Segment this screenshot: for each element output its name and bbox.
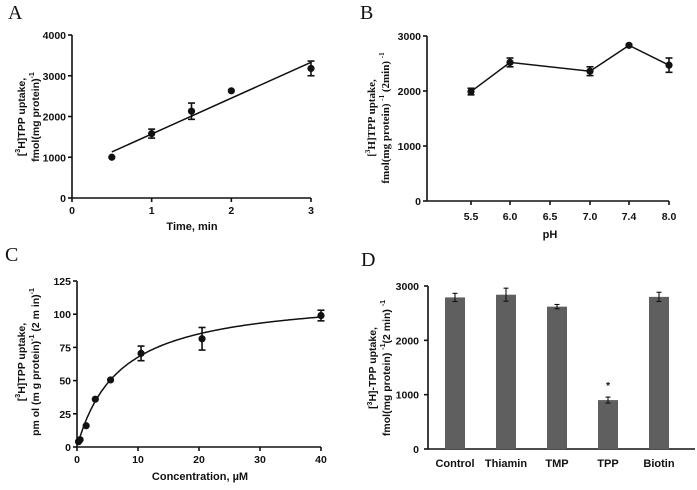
panel-a-fit-line	[111, 61, 312, 153]
panel-d-chart: [3H]-TPP uptake, fmol(mg protein) -1(2 m…	[367, 281, 695, 470]
panel-d-y-tick-label: 3000	[396, 281, 420, 293]
panel-d-category-label: Biotin	[643, 458, 674, 470]
panel-b-data-point	[586, 67, 594, 75]
panel-c-data-point	[198, 335, 206, 343]
panel-d-category-label: Thiamin	[485, 458, 527, 470]
panel-a-data-point	[148, 130, 156, 138]
panel-a-x-tick-label: 3	[308, 205, 314, 217]
panel-d-bar	[547, 306, 567, 449]
panel-letter-d: D	[361, 249, 375, 271]
panel-c-y-tick-label: 75	[59, 342, 71, 354]
panel-c-x-tick-label: 20	[193, 454, 205, 466]
panel-d-category-label: Control	[435, 458, 474, 470]
panel-a-y-tick-label: 1000	[43, 152, 67, 164]
panel-a-x-tick-label: 1	[149, 205, 155, 217]
panel-c-y-tick-label: 100	[53, 309, 71, 321]
panel-c-data-point	[91, 395, 99, 403]
panel-c-xlabel: Concentration, µM	[152, 471, 248, 483]
panel-b-x-tick-label: 6.0	[503, 211, 518, 223]
panel-c-x-tick-label: 40	[315, 454, 327, 466]
panel-a-data-point	[187, 107, 196, 115]
panel-b-data-point	[625, 41, 633, 49]
panel-d-bar	[649, 296, 669, 449]
panel-letter-b: B	[360, 2, 373, 24]
panel-c-y-tick-label: 25	[59, 409, 71, 421]
panel-a-data-point	[227, 87, 235, 95]
panel-c-x-tick-label: 10	[132, 454, 144, 466]
panel-c-x-tick-label: 30	[254, 454, 266, 466]
panel-c-y-tick-label: 50	[59, 376, 71, 388]
panel-a-ylabel-1: [3H]TPP uptake,	[15, 78, 28, 156]
panel-letter-a: A	[8, 2, 23, 24]
panel-c-y-tick-label: 0	[65, 442, 71, 454]
panel-a-y-tick-label: 4000	[43, 30, 67, 42]
panel-c-x-tick-label: 0	[74, 454, 80, 466]
panel-d-category-label: TMP	[545, 458, 568, 470]
panel-b-data-point	[467, 87, 475, 96]
panel-d-y-tick-label: 1000	[396, 390, 420, 402]
panel-b-chart: pH [3H]TPP uptake, fmol(mg protein) -1 (…	[364, 31, 676, 241]
panel-b-x-tick-label: 5.5	[464, 211, 479, 223]
panel-b-y-tick-label: 0	[415, 196, 421, 208]
panel-a-y-tick-label: 0	[60, 193, 66, 205]
panel-b-data-point	[665, 61, 673, 69]
panel-d-y-tick-label: 0	[413, 444, 419, 456]
panel-b-series-line	[470, 44, 670, 93]
panel-d-ylabel-2: fmol(mg protein) -1(2 min) -1	[380, 300, 393, 436]
panel-a-xlabel: Time, min	[166, 221, 217, 233]
panel-d-bar	[496, 294, 516, 449]
panel-b-x-tick-label: 6.5	[543, 211, 558, 223]
panel-b-y-tick-label: 3000	[398, 31, 422, 43]
panel-b-data-point	[506, 58, 514, 66]
panel-b-ylabel-1: [3H]TPP uptake,	[364, 79, 378, 157]
panel-b-x-tick-label: 7.0	[583, 211, 598, 223]
panel-c-ylabel-1: [3H]TPP uptake,	[15, 323, 28, 401]
panel-d-category-label: TPP	[597, 458, 618, 470]
panel-d-bar	[445, 297, 465, 449]
panel-c-chart: Concentration, µM [3H]TPP uptake, pm ol …	[15, 276, 327, 483]
panel-a-x-tick-label: 2	[228, 205, 234, 217]
panel-a-y-tick-label: 2000	[43, 112, 67, 124]
panel-a-ylabel-2: fmol(mg protein)-1	[29, 72, 42, 162]
panel-c-data-point	[106, 376, 115, 384]
panel-b-x-tick-label: 8.0	[662, 211, 677, 223]
panel-d-significance-marker: *	[606, 380, 611, 392]
panel-d-y-tick-label: 2000	[396, 335, 420, 347]
panel-c-data-point	[76, 436, 84, 444]
panel-a-y-tick-label: 3000	[43, 71, 67, 83]
panel-b-y-tick-label: 1000	[398, 141, 422, 153]
panel-c-data-point	[137, 349, 145, 357]
panel-d-ylabel-1: [3H]-TPP uptake,	[367, 327, 379, 409]
panel-c-y-tick-label: 125	[53, 276, 71, 288]
panel-letter-c: C	[5, 244, 18, 266]
panel-c-fit-curve	[76, 316, 322, 446]
panel-b-ylabel-2: fmol(mg protein) -1 (2min) -1	[378, 52, 392, 184]
panel-d-bar	[598, 400, 618, 449]
panel-a-data-point	[108, 153, 116, 161]
panel-b-xlabel: pH	[543, 229, 558, 241]
panel-c-ylabel-2: pm ol (m g protein)-1 (2 m in)-1	[29, 288, 42, 436]
panel-c-data-point	[317, 311, 325, 320]
panel-a-x-tick-label: 0	[69, 205, 75, 217]
panel-b-x-tick-label: 7.4	[622, 211, 637, 223]
panel-c-data-point	[82, 422, 90, 430]
panel-a-chart: Time, min [3H]TPP uptake, fmol(mg protei…	[15, 30, 315, 233]
panel-a-data-point	[307, 64, 315, 73]
panel-b-y-tick-label: 2000	[398, 86, 422, 98]
